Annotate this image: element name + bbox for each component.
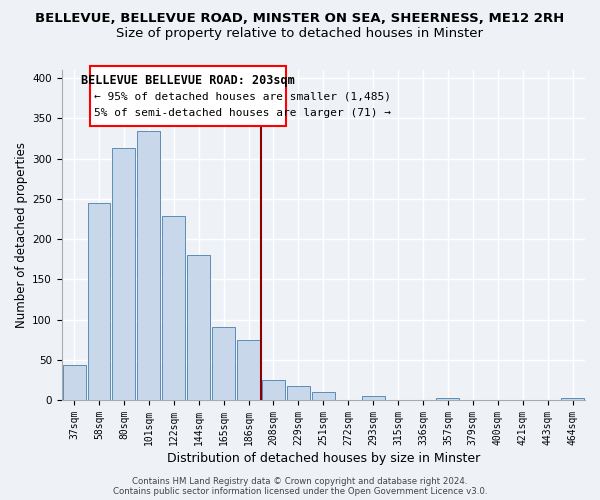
Text: ← 95% of detached houses are smaller (1,485): ← 95% of detached houses are smaller (1,… — [94, 92, 391, 102]
Text: 5% of semi-detached houses are larger (71) →: 5% of semi-detached houses are larger (7… — [94, 108, 391, 118]
Bar — [88, 203, 110, 400]
Bar — [137, 131, 160, 400]
Bar — [212, 327, 235, 400]
Y-axis label: Number of detached properties: Number of detached properties — [15, 142, 28, 328]
Text: BELLEVUE BELLEVUE ROAD: 203sqm: BELLEVUE BELLEVUE ROAD: 203sqm — [81, 74, 295, 87]
Bar — [163, 216, 185, 400]
FancyBboxPatch shape — [90, 66, 286, 126]
Bar — [287, 386, 310, 400]
Bar — [262, 380, 285, 400]
Bar — [237, 340, 260, 400]
Text: BELLEVUE, BELLEVUE ROAD, MINSTER ON SEA, SHEERNESS, ME12 2RH: BELLEVUE, BELLEVUE ROAD, MINSTER ON SEA,… — [35, 12, 565, 26]
Bar — [112, 148, 136, 400]
Text: Contains public sector information licensed under the Open Government Licence v3: Contains public sector information licen… — [113, 487, 487, 496]
Bar — [62, 366, 86, 400]
Text: Size of property relative to detached houses in Minster: Size of property relative to detached ho… — [116, 28, 484, 40]
Bar — [436, 398, 460, 400]
Bar — [312, 392, 335, 400]
Bar — [561, 398, 584, 400]
Bar — [362, 396, 385, 400]
X-axis label: Distribution of detached houses by size in Minster: Distribution of detached houses by size … — [167, 452, 480, 465]
Text: Contains HM Land Registry data © Crown copyright and database right 2024.: Contains HM Land Registry data © Crown c… — [132, 477, 468, 486]
Bar — [187, 255, 210, 400]
